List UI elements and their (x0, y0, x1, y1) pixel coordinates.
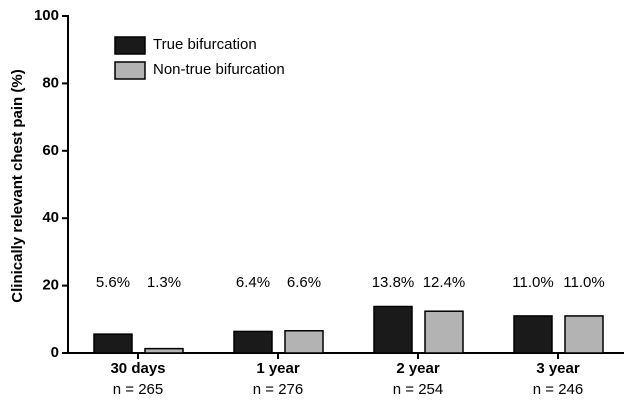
bar (93, 333, 133, 354)
y-tick-label: 0 (51, 344, 59, 361)
bar (144, 347, 184, 354)
value-label: 1.3% (147, 274, 181, 291)
y-axis-label: Clinically relevant chest pain (%) (9, 69, 26, 302)
x-tick-label: 3 year (536, 360, 580, 377)
bar (424, 310, 464, 354)
legend-swatch (114, 36, 146, 55)
bar (564, 315, 604, 354)
legend-label: True bifurcation (153, 36, 257, 53)
y-tick-label: 40 (42, 209, 59, 226)
category-note: n = 276 (253, 381, 303, 398)
y-tick-label: 60 (42, 142, 59, 159)
x-tick-label: 2 year (396, 360, 440, 377)
category-note: n = 246 (533, 381, 583, 398)
legend-swatch (114, 61, 146, 80)
y-tick-label: 20 (42, 277, 59, 294)
value-label: 13.8% (372, 274, 415, 291)
bar (233, 330, 273, 354)
category-note: n = 265 (113, 381, 163, 398)
value-label: 5.6% (96, 274, 130, 291)
bar (373, 305, 413, 354)
bar (513, 315, 553, 354)
y-tick-label: 100 (34, 7, 59, 24)
x-tick-label: 30 days (110, 360, 165, 377)
value-label: 11.0% (512, 274, 553, 291)
value-label: 6.6% (287, 274, 321, 291)
x-tick-label: 1 year (256, 360, 300, 377)
category-note: n = 254 (393, 381, 443, 398)
value-label: 11.0% (563, 274, 604, 291)
value-label: 6.4% (236, 274, 270, 291)
bar (284, 330, 324, 354)
legend-label: Non-true bifurcation (153, 61, 285, 78)
value-label: 12.4% (423, 274, 466, 291)
y-tick-label: 80 (42, 74, 59, 91)
